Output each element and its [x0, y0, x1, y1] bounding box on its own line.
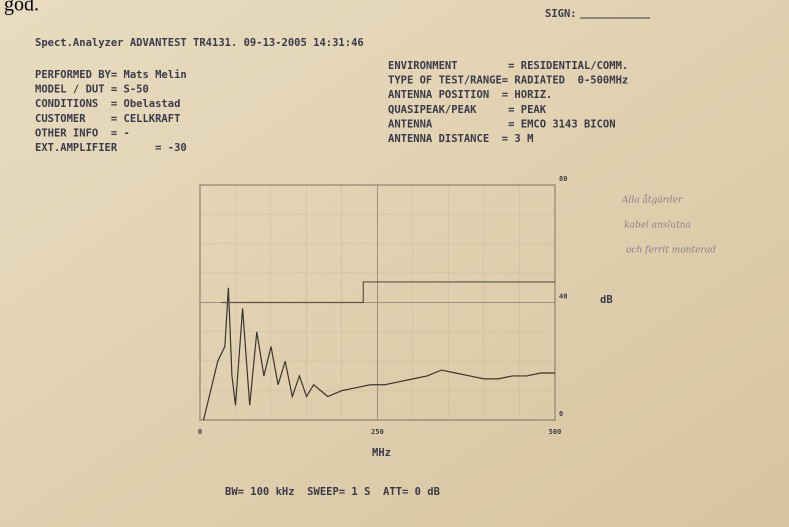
x-tick-label: 250 [371, 428, 384, 436]
info-line: CONDITIONS = Obelastad [35, 98, 180, 110]
x-tick-label: 0 [198, 428, 202, 436]
y-tick-label: 80 [559, 175, 567, 183]
y-axis-label: dB [600, 294, 613, 306]
info-line: QUASIPEAK/PEAK = PEAK [388, 104, 547, 116]
info-line: OTHER INFO = - [35, 127, 130, 139]
sign: SIGN: [545, 8, 577, 20]
y-tick-label: 40 [559, 293, 567, 301]
info-line: ANTENNA = EMCO 3143 BICON [388, 118, 616, 130]
x-axis-label: MHz [372, 447, 391, 459]
settings: BW= 100 kHz SWEEP= 1 S ATT= 0 dB [225, 486, 440, 498]
info-line: ANTENNA POSITION = HORIZ. [388, 89, 552, 101]
handwritten-note: Alla åtgärder [621, 194, 683, 206]
caption: god. [4, 0, 39, 16]
info-line: PERFORMED BY= Mats Melin [35, 69, 187, 81]
info-line: TYPE OF TEST/RANGE= RADIATED 0-500MHz [388, 75, 628, 87]
info-line: EXT.AMPLIFIER = -30 [35, 142, 187, 154]
info-line: ANTENNA DISTANCE = 3 M [388, 133, 533, 145]
page: god. Spect.Analyzer ADVANTEST TR4131. 09… [0, 0, 789, 527]
x-tick-label: 500 [549, 428, 562, 436]
y-tick-label: 0 [559, 410, 563, 418]
info-line: ENVIRONMENT = RESIDENTIAL/COMM. [388, 60, 628, 72]
handwritten-note: kabel anslutna [624, 221, 691, 231]
handwritten-note: och ferrit monterad [626, 246, 716, 256]
info-line: MODEL / DUT = S-50 [35, 84, 149, 96]
header: Spect.Analyzer ADVANTEST TR4131. 09-13-2… [35, 37, 364, 49]
info-line: CUSTOMER = CELLKRAFT [35, 113, 180, 125]
